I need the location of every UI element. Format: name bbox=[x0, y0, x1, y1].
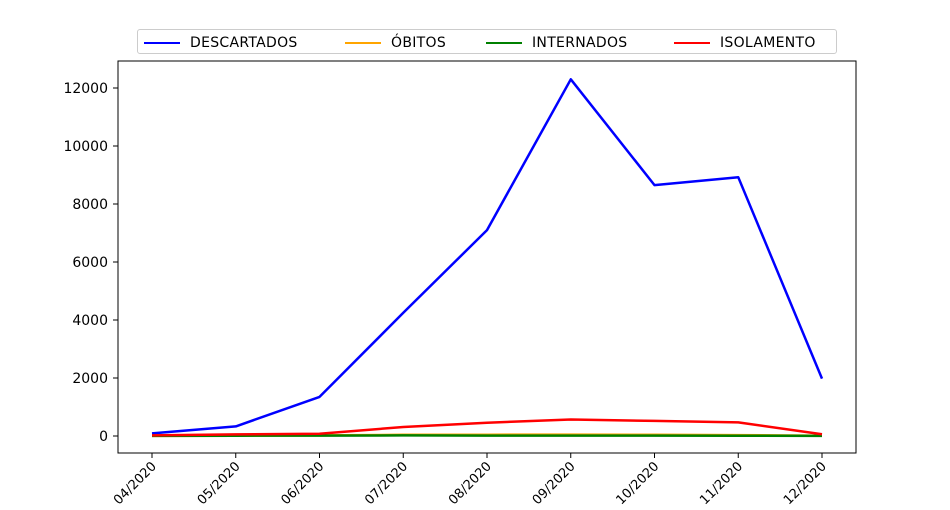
plot-frame bbox=[117, 60, 857, 454]
y-tick-label: 8000 bbox=[72, 197, 108, 213]
legend-label-isolamento: ISOLAMENTO bbox=[720, 34, 816, 51]
x-tick-label: 07/2020 bbox=[362, 459, 411, 508]
legend-label-descartados: DESCARTADOS bbox=[190, 34, 298, 51]
x-tick-label: 05/2020 bbox=[195, 459, 244, 508]
y-tick-label: 2000 bbox=[72, 371, 108, 387]
y-tick-label: 6000 bbox=[72, 255, 108, 271]
series-line-isolamento bbox=[151, 418, 823, 437]
x-tick-label: 12/2020 bbox=[781, 459, 830, 508]
legend-item-isolamento: ISOLAMENTO bbox=[674, 30, 816, 55]
series-line-descartados bbox=[151, 78, 824, 435]
x-tick-label: 10/2020 bbox=[614, 459, 663, 508]
x-tick-label: 04/2020 bbox=[111, 459, 160, 508]
legend-swatch-internados bbox=[486, 41, 522, 44]
x-tick-label: 11/2020 bbox=[697, 459, 746, 508]
legend-label-internados: INTERNADOS bbox=[532, 34, 628, 51]
series-line-internados bbox=[151, 434, 823, 438]
y-tick-label: 12000 bbox=[63, 81, 108, 97]
legend-item-obitos: ÓBITOS bbox=[345, 30, 446, 55]
legend-swatch-descartados bbox=[144, 41, 180, 44]
x-tick-label: 06/2020 bbox=[279, 459, 328, 508]
legend-swatch-obitos bbox=[345, 41, 381, 44]
legend-item-descartados: DESCARTADOS bbox=[144, 30, 298, 55]
y-tick-label: 0 bbox=[99, 429, 108, 445]
legend: DESCARTADOS ÓBITOS INTERNADOS ISOLAMENTO bbox=[137, 29, 837, 54]
x-tick-label: 08/2020 bbox=[446, 459, 495, 508]
y-tick-label: 4000 bbox=[72, 313, 108, 329]
x-tick-label: 09/2020 bbox=[530, 459, 579, 508]
legend-label-obitos: ÓBITOS bbox=[391, 34, 447, 51]
legend-item-internados: INTERNADOS bbox=[486, 30, 627, 55]
legend-swatch-isolamento bbox=[674, 41, 710, 44]
y-tick-label: 10000 bbox=[63, 139, 108, 155]
